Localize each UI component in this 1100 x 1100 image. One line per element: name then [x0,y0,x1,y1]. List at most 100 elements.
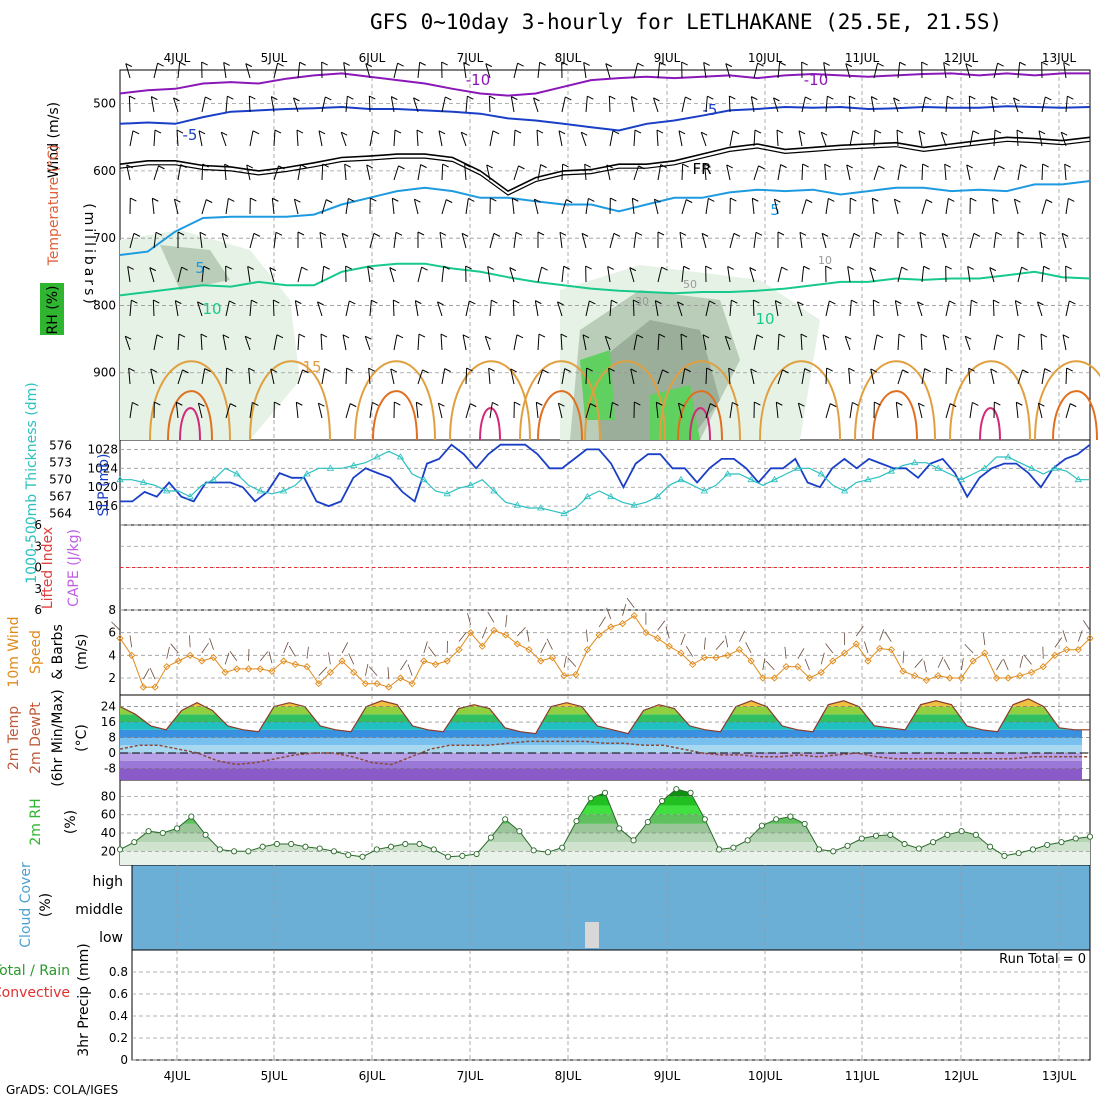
isotherm-5 [119,180,1091,256]
wind-barb [413,199,419,215]
wind10m-barb [1077,630,1083,642]
wind-barb-flag [1044,368,1051,373]
thickness-point [700,487,709,494]
wind-barb [677,301,683,317]
thickness-point [350,461,358,468]
wind-barb-flag [774,198,781,203]
wind-barb-flag [969,95,976,100]
wind10m-point [677,649,685,657]
wind-barb-flag [418,333,426,338]
wind-barb [849,130,854,147]
wind-barb-flag [605,63,613,68]
wind-barb [345,198,349,215]
wind-barb [992,300,995,317]
date-label-top: 9JUL [654,51,681,65]
wind-barb-flag [776,401,783,406]
thickness-axis-label: 1000-500mb Thickness (dm) [24,382,40,583]
wind-barb [557,301,563,317]
wind-barb-flag [731,299,738,304]
rh-point [616,825,623,832]
wind-barb [489,300,492,317]
wind-barb [993,334,998,351]
wind-barb [560,334,563,351]
wind-barb-flag [949,403,957,408]
wind-barb-flag [465,265,472,270]
rh-point [131,839,138,846]
wind-barb [629,267,635,283]
wind10m-barb [804,658,810,671]
wind-barb [605,63,611,79]
wind-barb [128,368,131,385]
thickness-point [747,475,755,483]
wind-barb [726,164,731,181]
wind-barb-flag [437,301,444,306]
thickness-point [1074,475,1083,483]
wind10m-barb [283,641,289,654]
wind-barb [173,97,179,113]
thickness-point [373,453,381,460]
isotherm-20 [1052,390,1098,441]
rh-band [120,814,1090,824]
thickness-point [630,501,638,508]
wind-barb-flag [349,403,357,408]
isotherm-15 [854,360,936,441]
lifted-tick-label: 0 [34,561,42,575]
wind-barb-flag [683,265,690,270]
wind10m-point [583,646,592,654]
wind-barb-flag [368,367,375,372]
wind-barb-flag [896,129,904,134]
wind10m-barb [400,659,408,671]
wind-barb-flag [250,197,257,202]
wind10m-point [443,657,451,665]
wind-barb-flag [827,95,834,100]
wind-barb-flag [661,266,668,271]
wind-barb-flag [1038,402,1045,407]
wind-barb [849,233,855,249]
wind-barb-flag [998,165,1005,170]
wind-barb-flag [560,333,568,338]
wind-barb [297,334,300,351]
wind-barb-flag [703,62,710,66]
wind-barb-flag [132,402,139,406]
wind-barb [893,97,899,113]
wind-barb-flag [706,367,713,372]
wind-barb-flag [296,129,304,134]
wind-barb [389,267,395,283]
wind-barb-flag [1015,300,1022,305]
wind-barb [368,96,371,113]
wind-barb-flag [538,333,546,338]
date-label-top: 11JUL [845,51,880,65]
wind-barb-flag [318,402,325,407]
wind10m-point [303,663,311,671]
wind10m-point [829,657,837,665]
wind-barb [1040,334,1043,351]
wind-barb-flag [1019,61,1026,66]
wind-barb-flag [752,197,759,202]
wind-barb-flag [392,197,399,202]
wind-barb [222,334,227,351]
date-label-bottom: 10JUL [748,1069,783,1083]
wind10m-barb [762,658,766,671]
wind10m-point [279,657,288,665]
wind10m-point [338,657,346,665]
wind-barb-flag [899,61,906,66]
wind-barb [945,300,950,317]
wind10m-point [502,631,510,639]
rh-point [487,834,494,841]
wind-barb-flag [348,198,355,202]
wind-barb-flag [972,402,979,406]
wind-barb [657,62,661,79]
wind-barb [561,368,566,385]
rh-band [120,805,1090,815]
wind-barb [777,62,781,79]
wind-barb-flag [277,62,284,67]
wind-barb-flag [584,163,591,168]
wind-barb [678,130,683,147]
wind-barb [561,199,567,215]
wind-barb-flag [632,197,639,202]
wind10m-point [618,619,627,628]
slp-tick-label: 1028 [87,442,118,456]
wind-barb [345,96,348,113]
wind-barb-flag [365,63,373,68]
wind-barb [1017,334,1020,351]
